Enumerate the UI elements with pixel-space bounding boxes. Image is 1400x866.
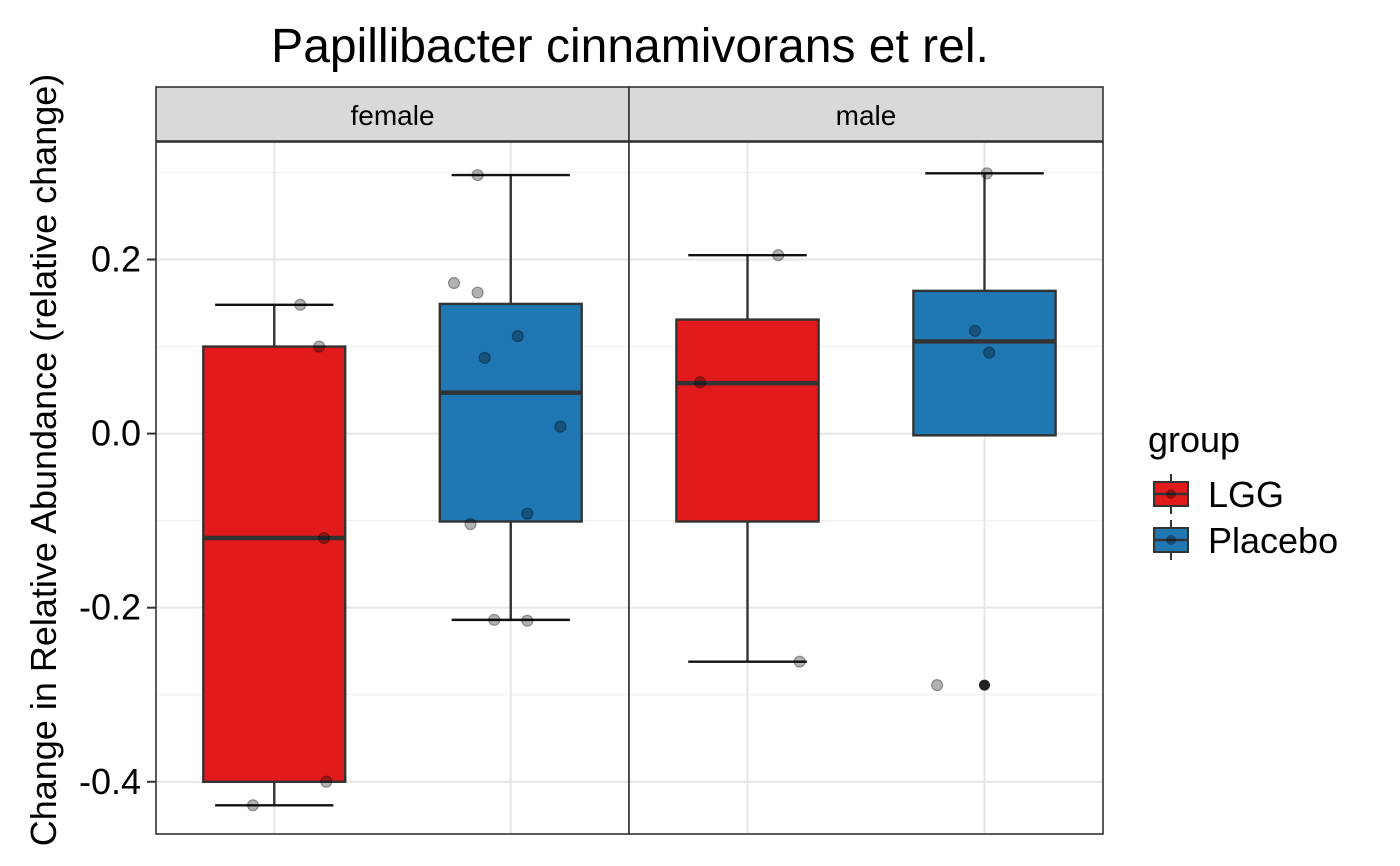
box-body — [202, 345, 347, 783]
data-point — [488, 613, 501, 626]
legend-key-point — [1166, 535, 1176, 545]
data-point — [693, 376, 707, 389]
legend-label: Placebo — [1208, 520, 1338, 561]
box-Placebo — [912, 172, 1057, 691]
box-LGG — [202, 303, 347, 807]
facet-strip — [155, 86, 630, 142]
panels-layer: female male — [155, 86, 1104, 835]
y-tick-label: 0.0 — [91, 413, 141, 454]
data-point — [320, 775, 333, 788]
data-point — [447, 276, 461, 290]
data-point — [511, 330, 524, 343]
y-axis-label: Change in Relative Abundance (relative c… — [23, 74, 64, 847]
panel-female: female — [155, 86, 630, 835]
legend-item-Placebo: Placebo — [1153, 520, 1338, 561]
data-point — [246, 799, 260, 812]
data-point — [968, 324, 982, 337]
box-LGG — [675, 253, 820, 663]
box-body — [438, 302, 583, 523]
chart-title: Papillibacter cinnamivorans et rel. — [271, 20, 989, 73]
data-point — [317, 531, 331, 545]
data-point — [313, 340, 326, 353]
data-point — [294, 298, 307, 311]
facet-label: male — [836, 100, 897, 131]
legend: group LGG Placebo — [1148, 419, 1338, 561]
data-point — [471, 286, 484, 299]
data-point — [464, 518, 477, 531]
data-point — [521, 507, 534, 520]
outlier-point — [979, 679, 990, 691]
box-body — [675, 318, 820, 523]
data-point — [471, 168, 484, 182]
data-point — [772, 249, 785, 262]
y-axis: 0.2 0.0 -0.2 -0.4 — [79, 239, 156, 802]
data-point — [521, 614, 534, 627]
panel-male: male — [628, 86, 1104, 835]
box-body — [912, 289, 1057, 437]
legend-title: group — [1148, 419, 1240, 460]
data-point — [554, 420, 567, 433]
box-Placebo — [438, 173, 583, 622]
data-point — [983, 346, 996, 359]
panel-border — [628, 141, 1104, 835]
legend-key-point — [1166, 489, 1176, 499]
data-point — [930, 679, 944, 692]
facet-label: female — [350, 100, 434, 131]
y-tick-label: 0.2 — [91, 239, 141, 280]
data-point — [793, 655, 806, 668]
data-point — [980, 167, 993, 180]
y-tick-label: -0.4 — [79, 761, 141, 802]
legend-items: LGG Placebo — [1153, 474, 1338, 561]
facet-strip — [628, 86, 1104, 142]
data-point — [478, 351, 491, 364]
y-tick-label: -0.2 — [79, 587, 141, 628]
legend-label: LGG — [1208, 474, 1284, 515]
legend-item-LGG: LGG — [1153, 474, 1284, 515]
